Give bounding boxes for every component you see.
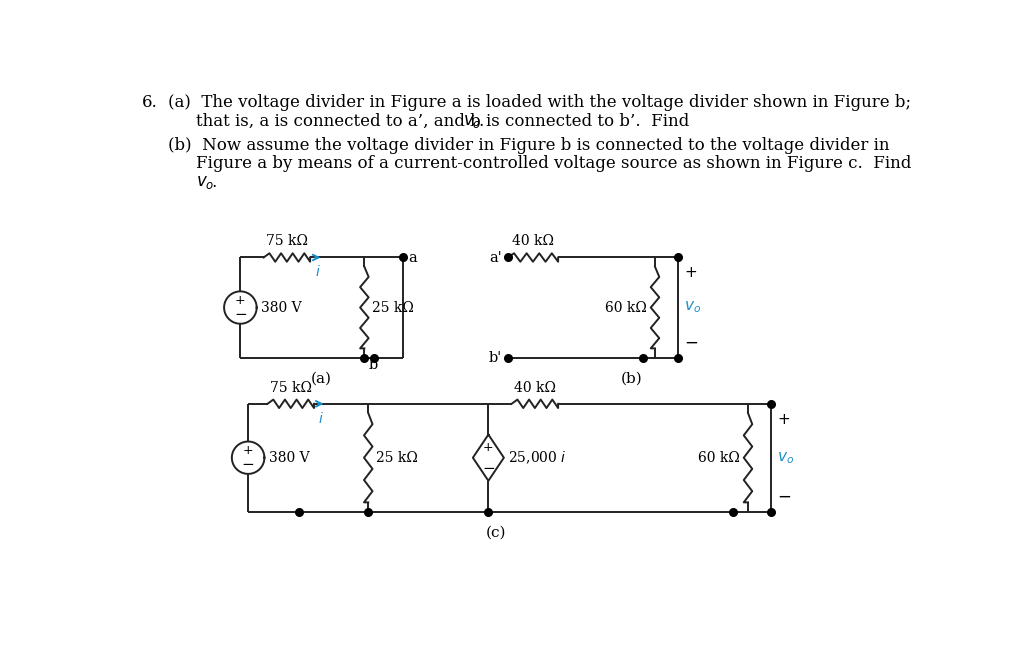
Text: (b)  Now assume the voltage divider in Figure b is connected to the voltage divi: (b) Now assume the voltage divider in Fi… bbox=[168, 137, 890, 153]
Text: +: + bbox=[684, 265, 697, 281]
Text: +: + bbox=[483, 441, 494, 454]
Text: −: − bbox=[234, 307, 247, 322]
Text: Figure a by means of a current-controlled voltage source as shown in Figure c.  : Figure a by means of a current-controlle… bbox=[197, 155, 911, 172]
Text: a': a' bbox=[488, 251, 502, 265]
Text: 380 V: 380 V bbox=[261, 301, 302, 314]
Text: (c): (c) bbox=[485, 525, 507, 539]
Text: 75 kΩ: 75 kΩ bbox=[266, 234, 308, 249]
Text: .: . bbox=[478, 113, 483, 130]
Text: 380 V: 380 V bbox=[269, 451, 309, 465]
Text: +: + bbox=[243, 444, 253, 457]
Text: (b): (b) bbox=[621, 371, 643, 385]
Text: 40 kΩ: 40 kΩ bbox=[512, 234, 554, 249]
Text: $\it{v}_o$: $\it{v}_o$ bbox=[463, 113, 481, 130]
Text: 25 kΩ: 25 kΩ bbox=[376, 451, 418, 465]
Text: b': b' bbox=[488, 350, 502, 364]
Text: $\it{v}_o$: $\it{v}_o$ bbox=[777, 450, 795, 466]
Text: $\it{v}_o$: $\it{v}_o$ bbox=[684, 299, 701, 316]
Text: that is, a is connected to a’, and b is connected to b’.  Find: that is, a is connected to a’, and b is … bbox=[197, 113, 694, 130]
Text: +: + bbox=[777, 411, 791, 427]
Text: 60 kΩ: 60 kΩ bbox=[605, 301, 647, 314]
Text: −: − bbox=[242, 457, 255, 472]
Text: 6.: 6. bbox=[142, 94, 158, 111]
Text: −: − bbox=[482, 460, 495, 476]
Text: a: a bbox=[409, 251, 418, 265]
Text: 60 kΩ: 60 kΩ bbox=[698, 451, 740, 465]
Text: 25,000 $i$: 25,000 $i$ bbox=[508, 450, 566, 466]
Text: 40 kΩ: 40 kΩ bbox=[514, 381, 556, 395]
Text: 75 kΩ: 75 kΩ bbox=[269, 381, 311, 395]
Text: (a): (a) bbox=[311, 371, 332, 385]
Text: −: − bbox=[684, 333, 698, 351]
Text: .: . bbox=[212, 174, 217, 192]
Text: (a)  The voltage divider in Figure a is loaded with the voltage divider shown in: (a) The voltage divider in Figure a is l… bbox=[168, 94, 911, 111]
Text: b: b bbox=[369, 358, 378, 373]
Text: $i$: $i$ bbox=[315, 265, 321, 279]
Text: $\it{v}_o$: $\it{v}_o$ bbox=[197, 174, 215, 192]
Text: $i$: $i$ bbox=[318, 411, 324, 425]
Text: 25 kΩ: 25 kΩ bbox=[372, 301, 414, 314]
Text: +: + bbox=[236, 293, 246, 307]
Text: −: − bbox=[777, 487, 792, 505]
